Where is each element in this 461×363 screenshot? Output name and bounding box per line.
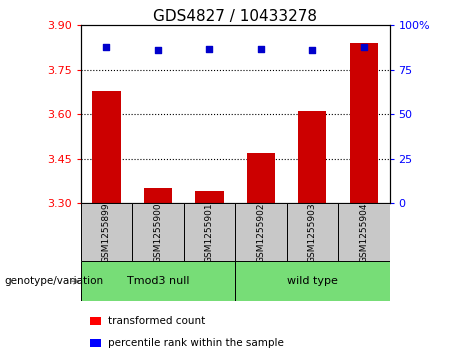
Bar	[287, 203, 338, 261]
Bar	[144, 188, 172, 203]
Point	[154, 48, 161, 53]
Bar	[132, 203, 183, 261]
Bar	[298, 111, 326, 203]
Bar	[90, 339, 101, 347]
Bar	[81, 261, 235, 301]
Bar	[92, 91, 121, 203]
FancyArrowPatch shape	[72, 279, 79, 284]
Text: GSM1255900: GSM1255900	[154, 202, 162, 263]
Bar	[81, 203, 132, 261]
Bar	[183, 203, 235, 261]
Bar	[349, 43, 378, 203]
Text: GDS4827 / 10433278: GDS4827 / 10433278	[153, 9, 317, 24]
Point	[206, 46, 213, 52]
Text: percentile rank within the sample: percentile rank within the sample	[108, 338, 284, 348]
Point	[103, 44, 110, 50]
Text: Tmod3 null: Tmod3 null	[127, 276, 189, 286]
Text: GSM1255901: GSM1255901	[205, 202, 214, 263]
Bar	[338, 203, 390, 261]
Text: GSM1255903: GSM1255903	[308, 202, 317, 263]
Point	[360, 44, 367, 50]
Bar	[235, 261, 390, 301]
Bar	[90, 317, 101, 325]
Point	[308, 48, 316, 53]
Text: transformed count: transformed count	[108, 316, 206, 326]
Text: GSM1255902: GSM1255902	[256, 202, 266, 262]
Text: GSM1255899: GSM1255899	[102, 202, 111, 263]
Text: wild type: wild type	[287, 276, 338, 286]
Point	[257, 46, 265, 52]
Text: GSM1255904: GSM1255904	[359, 202, 368, 262]
Bar	[195, 191, 224, 203]
Text: genotype/variation: genotype/variation	[5, 276, 104, 286]
Bar	[247, 153, 275, 203]
Bar	[235, 203, 287, 261]
